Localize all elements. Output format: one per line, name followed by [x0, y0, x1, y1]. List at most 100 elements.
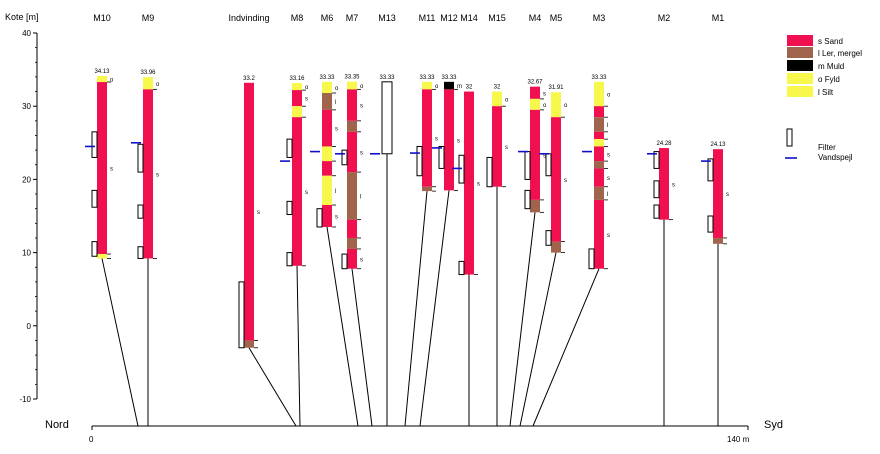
layer-code-label: o [335, 86, 339, 92]
layer-muld [444, 81, 454, 90]
filter-screen [286, 252, 293, 267]
filter-screen [458, 260, 465, 276]
connector-line [351, 268, 373, 427]
layer-fyld [422, 81, 432, 90]
borehole-name-label: M6 [321, 13, 334, 23]
filter-screen [316, 208, 323, 228]
layer-sand [322, 205, 332, 227]
layer-ler [594, 161, 604, 169]
borehole-m3: o l s s l s 33.33 M3 [582, 13, 611, 270]
borehole-name-label: M2 [658, 13, 671, 23]
layer-sand [322, 161, 332, 176]
legend-swatch-muld [787, 60, 813, 71]
filter-screen [137, 204, 144, 219]
borehole-top-label: 32.67 [527, 80, 543, 86]
y-tick-label: 40 [22, 29, 31, 38]
layer-fyld [322, 81, 332, 94]
layer-code-label: o [360, 84, 364, 90]
layer-fyld [530, 98, 540, 110]
borehole-m14: s 32 M14 [452, 13, 480, 276]
layer-code-label: l [607, 123, 608, 129]
layer-sand [530, 86, 540, 99]
filter-screen [653, 180, 660, 199]
legend-filter-symbol [786, 128, 793, 147]
layer-code-label: s [360, 104, 363, 110]
connector-line [326, 226, 359, 427]
distance-start-label: 0 [89, 435, 94, 444]
filter-screen [588, 248, 595, 270]
layer-code-label: s [672, 182, 675, 188]
layer-code-label: m [457, 84, 462, 90]
layer-code-label: s [543, 153, 546, 159]
layer-code-label: l [335, 100, 336, 106]
layer-fyld [594, 139, 604, 147]
borehole-top-label: 24.13 [710, 142, 726, 148]
layer-code-label: s [607, 233, 610, 239]
borehole-m9: o s 33.96 M9 [131, 13, 160, 259]
layer-code-label: s [156, 172, 159, 178]
filter-screen [707, 215, 714, 233]
legend-label-muld: m Muld [818, 62, 844, 71]
layer-sand [713, 149, 723, 238]
borehole-name-label: M13 [378, 13, 396, 23]
filter-screen [486, 156, 493, 188]
borehole-m6: o l s l s 33.33 M6 [310, 13, 339, 228]
filter-screen [91, 241, 98, 257]
layer-fyld [347, 81, 357, 90]
borehole-top-label: 33.16 [289, 76, 305, 82]
filter-screen [341, 149, 348, 166]
layer-code-label: s [505, 145, 508, 151]
borehole-m1: s 24.13 M1 [701, 13, 729, 245]
y-tick-label: -10 [19, 395, 31, 404]
connector-line [404, 191, 428, 427]
layer-sand [594, 106, 604, 118]
layer-fyld [97, 75, 107, 83]
borehole-top-label: 34.13 [94, 69, 110, 75]
nord-label: Nord [45, 419, 69, 431]
layer-code-label: o [607, 93, 611, 99]
layer-sand [594, 199, 604, 269]
borehole-name-label: M3 [593, 13, 606, 23]
borehole-top-label: 33.35 [344, 75, 360, 81]
layer-code-label: l [335, 189, 336, 195]
layer-code-label: o [110, 78, 114, 84]
layer-sand [444, 89, 454, 191]
layer-sand [551, 117, 561, 242]
layer-code-label: s [360, 257, 363, 263]
filter-screen [524, 151, 531, 180]
borehole-name-label: M4 [529, 13, 542, 23]
borehole-m7: o s s l s 33.35 M7 [335, 13, 364, 270]
layer-code-label: s [305, 190, 308, 196]
y-tick-label: 30 [22, 102, 31, 111]
borehole-m13: 33.33 M13 [370, 13, 396, 155]
filter-screen [381, 81, 393, 155]
layer-code-label: o [156, 82, 160, 88]
legend-swatch-sand [787, 35, 813, 46]
layer-fyld [97, 254, 107, 259]
layer-code-label: o [505, 97, 509, 103]
layer-ler [422, 186, 432, 192]
layer-code-label: s [543, 91, 546, 97]
layer-code-label: s [335, 127, 338, 133]
layer-sand [422, 89, 432, 187]
layer-code-label: o [305, 85, 309, 91]
connector-line [419, 190, 450, 427]
layer-fyld [594, 81, 604, 107]
filter-screen [137, 246, 144, 259]
legend-swatch-silt [787, 86, 813, 97]
layer-fyld [292, 83, 302, 91]
borehole-name-label: M8 [291, 13, 304, 23]
filter-screen [341, 253, 348, 270]
legend-swatch-fyld [787, 73, 813, 84]
layer-sand [492, 106, 502, 187]
layer-code-label: s [457, 138, 460, 144]
layer-code-label: s [335, 215, 338, 221]
y-tick-label: 10 [22, 249, 31, 258]
layer-sand [347, 248, 357, 269]
layer-code-label: s [726, 192, 729, 198]
borehole-name-label: M15 [488, 13, 506, 23]
connector-line [296, 265, 301, 427]
y-axis-label: Kote [m] [5, 12, 39, 22]
